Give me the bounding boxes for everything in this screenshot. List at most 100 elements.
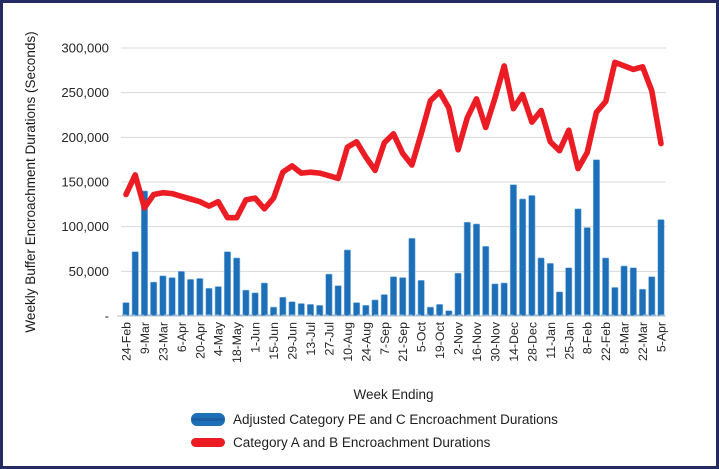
- legend-label-line-series: Category A and B Encroachment Durations: [233, 434, 491, 450]
- bar: [639, 288, 647, 317]
- y-tick-label: 250,000: [61, 85, 109, 100]
- x-tick-label: 7-Sep: [378, 322, 392, 355]
- bar: [417, 279, 425, 317]
- bar: [187, 279, 195, 317]
- x-tick-label: 20-Apr: [193, 322, 207, 359]
- line-series-swatch-icon: [191, 437, 225, 447]
- bar: [159, 275, 167, 317]
- x-tick-label: 6-Apr: [175, 322, 189, 352]
- bar: [583, 227, 591, 317]
- chart-plot: 300,000 250,000 200,000 150,000 100,000 50,00…: [23, 31, 669, 363]
- bar: [223, 251, 231, 317]
- bar: [325, 273, 333, 317]
- bar: [297, 303, 305, 317]
- x-tick-label: 8-Mar: [618, 322, 632, 354]
- y-tick-label: 100,000: [61, 219, 109, 234]
- bar: [592, 159, 600, 317]
- bar: [556, 291, 564, 317]
- x-tick-label: 14-Dec: [507, 322, 521, 362]
- x-tick-label: 22-Feb: [599, 322, 613, 361]
- bar: [131, 251, 139, 317]
- bar: [509, 184, 517, 317]
- bar: [408, 237, 416, 317]
- bar: [482, 246, 490, 317]
- bar: [168, 277, 176, 317]
- x-tick-label: 23-Mar: [156, 322, 170, 361]
- x-tick-label: 22-Mar: [636, 322, 650, 361]
- legend-item-line-series: Category A and B Encroachment Durations: [191, 434, 558, 450]
- bar: [288, 301, 296, 317]
- x-tick-label: 8-Feb: [581, 322, 595, 354]
- x-tick-label: 5-Apr: [655, 322, 669, 352]
- bar: [279, 296, 287, 317]
- bar: [463, 221, 471, 317]
- x-tick-label: 30-Nov: [488, 321, 502, 361]
- bar: [122, 302, 130, 317]
- bar: [205, 288, 213, 317]
- x-tick-label: 10-Aug: [341, 322, 355, 362]
- x-tick-label: 16-Nov: [470, 321, 484, 361]
- bar: [177, 271, 185, 317]
- bar: [602, 257, 610, 317]
- bar: [233, 257, 241, 317]
- bar: [334, 285, 342, 317]
- bar: [473, 223, 481, 317]
- bar: [316, 304, 324, 317]
- x-tick-label: 27-Jul: [322, 322, 336, 356]
- x-tick-label: 2-Nov: [452, 321, 466, 355]
- bar: [648, 276, 656, 317]
- x-tick-label: 24-Feb: [120, 322, 134, 361]
- bar: [537, 257, 545, 317]
- y-tick-label: 50,000: [69, 264, 109, 279]
- bar: [528, 195, 536, 317]
- bar: [150, 281, 158, 317]
- bar: [306, 304, 314, 317]
- bar: [196, 278, 204, 317]
- x-tick-label: 28-Dec: [525, 322, 539, 362]
- x-tick-label: 25-Jan: [562, 322, 576, 360]
- y-axis-title: Weekly Buffer Encroachment Durations (Se…: [23, 31, 38, 332]
- bar: [574, 208, 582, 317]
- x-axis-title: Week Ending: [353, 387, 434, 402]
- x-tick-label: 5-Oct: [415, 321, 429, 352]
- x-tick-label: 4-May: [212, 321, 226, 356]
- y-tick-label: -: [105, 309, 109, 324]
- x-tick-label: 11-Jan: [544, 322, 558, 359]
- x-tick-label: 19-Oct: [433, 321, 447, 358]
- x-tick-label: 13-Jul: [304, 322, 318, 356]
- y-tick-label: 200,000: [61, 130, 109, 145]
- bar: [214, 286, 222, 317]
- x-tick-label: 21-Sep: [396, 322, 410, 362]
- bar: [371, 299, 379, 317]
- y-tick-label: 300,000: [61, 41, 109, 56]
- bar: [380, 294, 388, 317]
- bar: [454, 272, 462, 317]
- legend-item-bar-series: Adjusted Category PE and C Encroachment …: [191, 411, 558, 427]
- bar: [362, 304, 370, 317]
- y-tick-label: 150,000: [61, 175, 109, 190]
- bar: [565, 267, 573, 317]
- bar: [343, 249, 351, 317]
- bar: [629, 267, 637, 317]
- bar: [519, 198, 527, 317]
- x-tick-label: 1-Jun: [249, 322, 263, 353]
- bar: [436, 304, 444, 317]
- bar-series-swatch-icon: [191, 412, 225, 426]
- bar: [546, 262, 554, 317]
- bar: [399, 277, 407, 317]
- x-tick-label: 29-Jun: [286, 322, 300, 360]
- bar: [260, 282, 268, 317]
- x-tick-label: 18-May: [230, 321, 244, 363]
- bar: [251, 292, 259, 317]
- bar: [491, 283, 499, 317]
- legend-label-bar-series: Adjusted Category PE and C Encroachment …: [233, 411, 558, 427]
- bar: [620, 265, 628, 317]
- x-tick-label: 9-Mar: [138, 322, 152, 354]
- bar: [657, 219, 665, 317]
- bar: [611, 287, 619, 317]
- line-series: [123, 59, 664, 221]
- bar: [242, 289, 250, 317]
- bar: [500, 282, 508, 317]
- bar: [389, 276, 397, 317]
